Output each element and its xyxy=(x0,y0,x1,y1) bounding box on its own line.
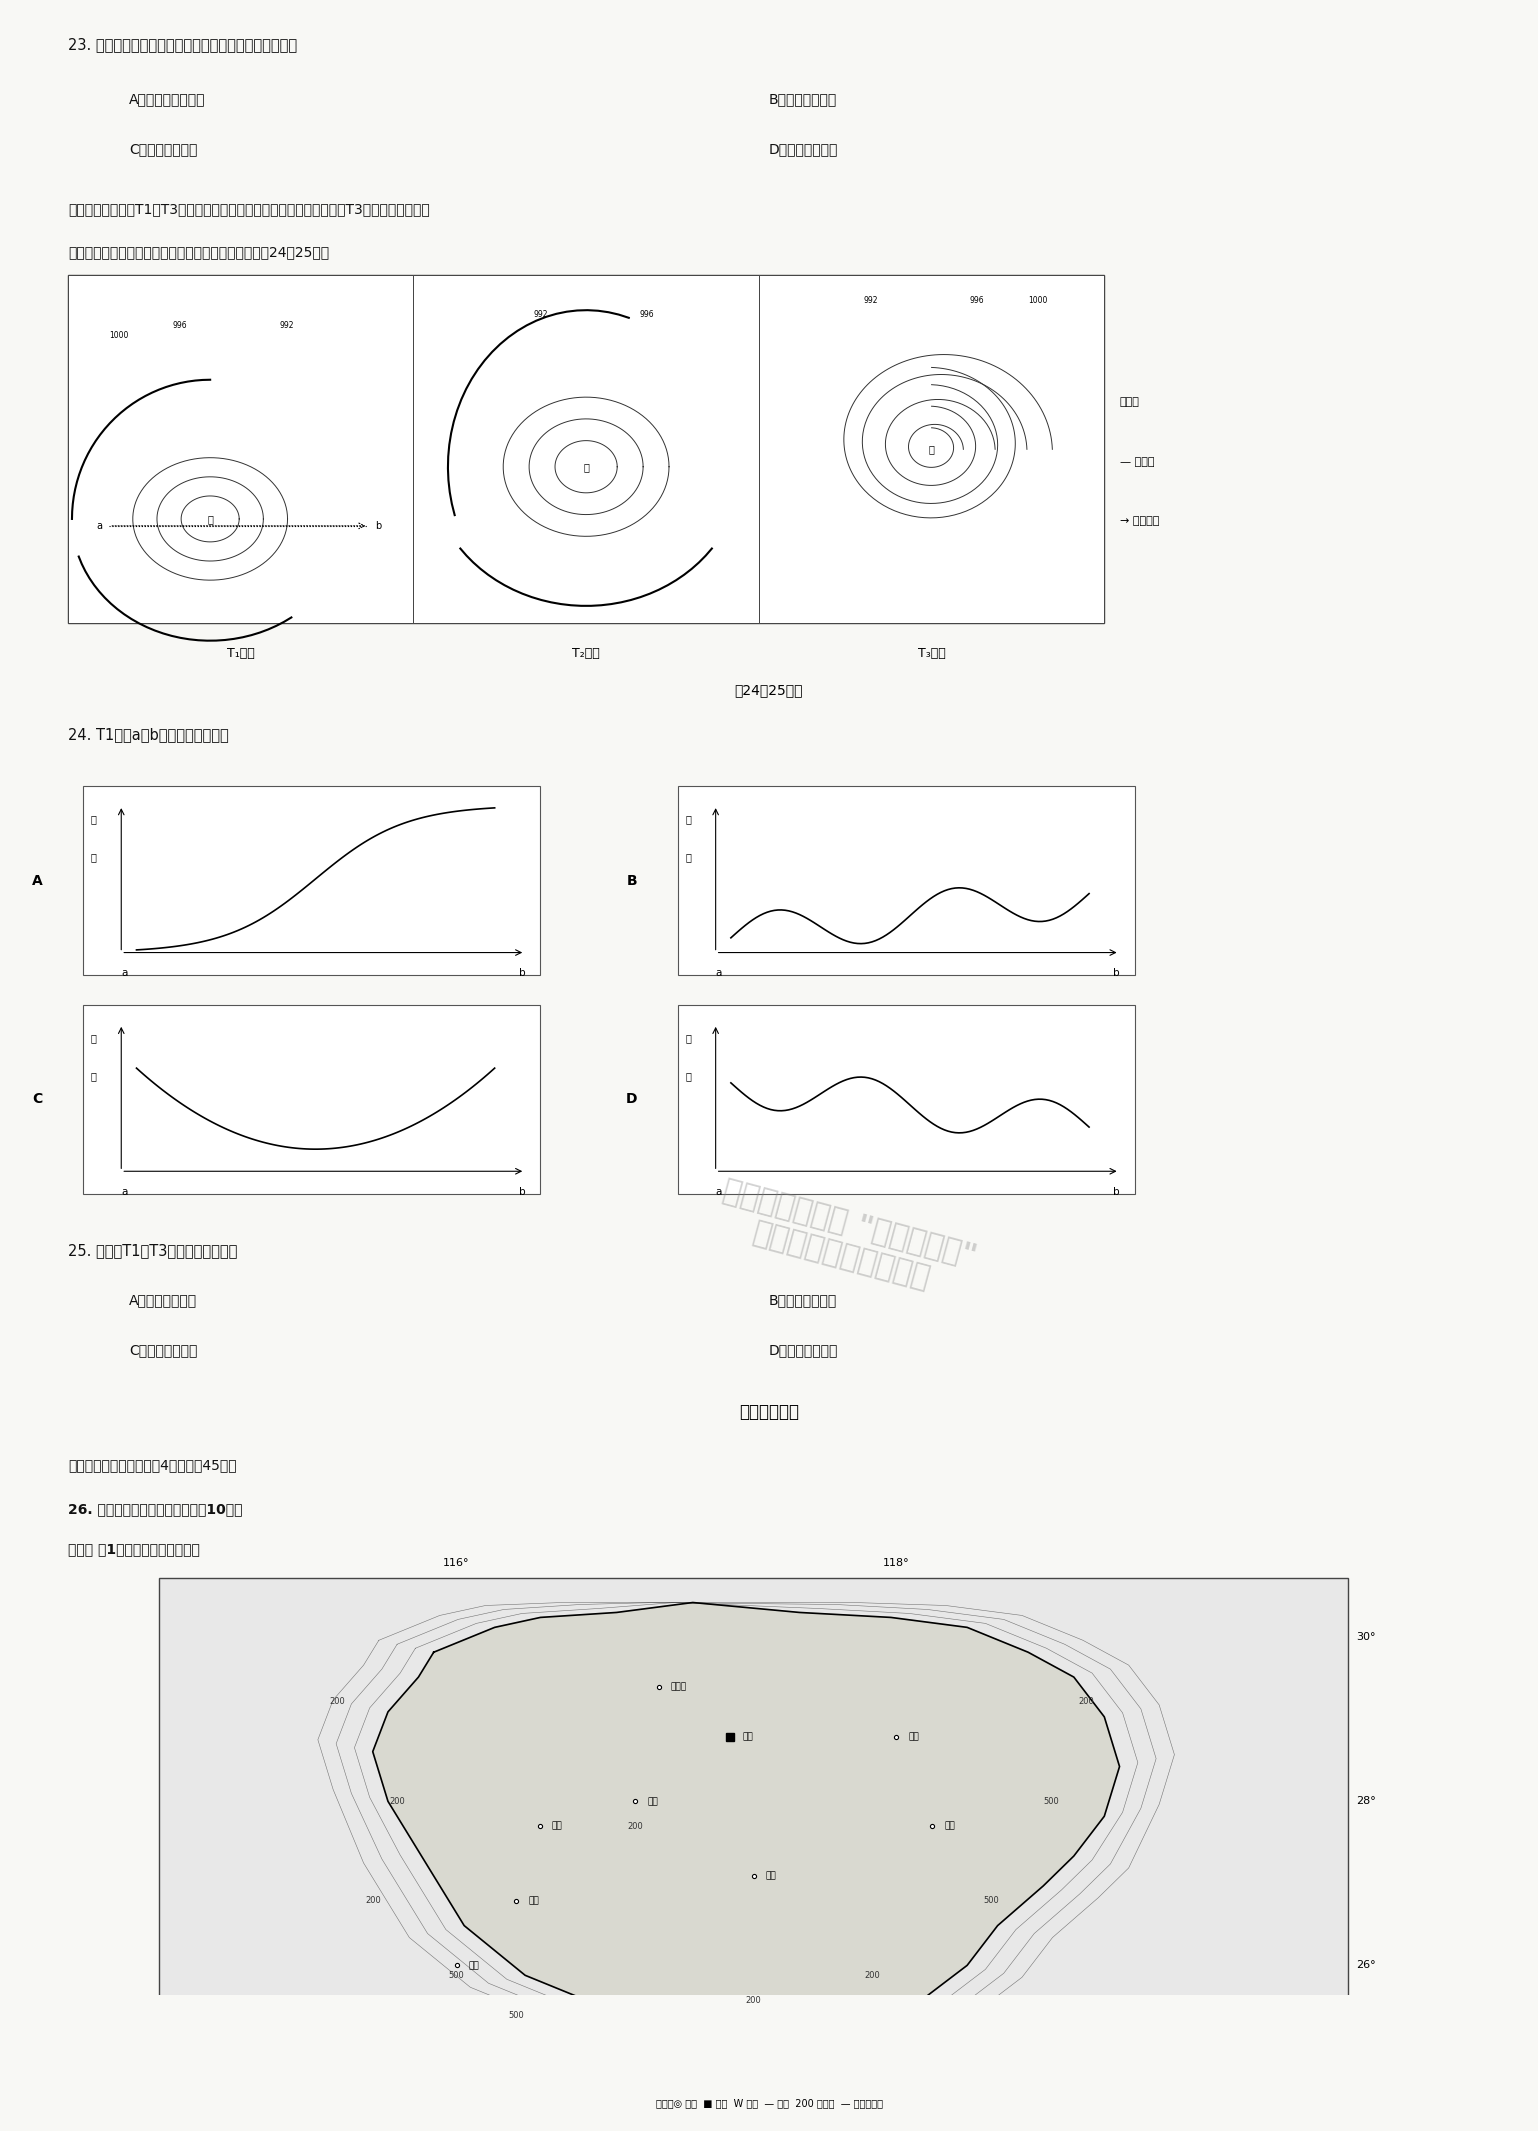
Bar xyxy=(160,1577,1349,2076)
Text: 200: 200 xyxy=(1078,1698,1095,1707)
Text: 氣: 氣 xyxy=(91,1034,97,1044)
Text: 氣: 氣 xyxy=(684,1034,691,1044)
Text: 23. 推測汕頭市興起我國第一家感光材料生產企業得益于: 23. 推測汕頭市興起我國第一家感光材料生產企業得益于 xyxy=(68,36,297,51)
Text: a: a xyxy=(122,1187,128,1198)
Text: 壓: 壓 xyxy=(684,1072,691,1080)
Text: 200: 200 xyxy=(746,1995,761,2005)
Text: 116°: 116° xyxy=(443,1558,469,1568)
Text: 200: 200 xyxy=(366,1897,381,1905)
Text: 1000: 1000 xyxy=(1029,296,1047,305)
Text: a: a xyxy=(715,967,721,978)
Text: b: b xyxy=(1114,1187,1120,1198)
Text: 吉安: 吉安 xyxy=(528,1897,538,1905)
Text: 200: 200 xyxy=(628,1822,643,1831)
Text: 500: 500 xyxy=(984,1897,1000,1905)
Bar xyxy=(68,275,1104,622)
Text: 1000: 1000 xyxy=(109,330,128,341)
Text: 996: 996 xyxy=(970,296,984,305)
Text: 南昌: 南昌 xyxy=(743,1733,754,1741)
Text: a: a xyxy=(122,967,128,978)
Text: 贛州: 贛州 xyxy=(469,1961,480,1969)
Text: a: a xyxy=(97,520,103,531)
Text: 圖例：◎ 城市  ■ 銅礦  W 鎢礦  — 省界  200 等高線  — 河流、湖泊: 圖例：◎ 城市 ■ 銅礦 W 鎢礦 — 省界 200 等高線 — 河流、湖泊 xyxy=(655,2099,883,2108)
Text: — 等壓線: — 等壓線 xyxy=(1120,456,1154,467)
Text: 撫州: 撫州 xyxy=(766,1871,777,1880)
Text: 非選擇題部分: 非選擇題部分 xyxy=(738,1402,800,1421)
Bar xyxy=(414,275,758,622)
Text: 200: 200 xyxy=(329,1698,346,1707)
Bar xyxy=(758,275,1104,622)
Text: → 氣窗方向: → 氣窗方向 xyxy=(1120,516,1160,526)
Text: 南昌: 南昌 xyxy=(647,1796,658,1805)
Text: 30°: 30° xyxy=(1357,1632,1375,1643)
Text: A: A xyxy=(32,874,43,889)
Text: D: D xyxy=(626,1093,638,1106)
Text: 26°: 26° xyxy=(1357,1961,1375,1971)
Text: b: b xyxy=(375,520,381,531)
Text: T₁時刻: T₁時刻 xyxy=(226,648,254,661)
Text: B．靠近發達地區: B．靠近發達地區 xyxy=(769,92,837,107)
Text: C．對外交流較早: C．對外交流較早 xyxy=(129,143,197,156)
Text: 500: 500 xyxy=(508,2010,524,2020)
Text: 200: 200 xyxy=(864,1971,881,1980)
Text: 24. T1時刻a、b間氣壓變化規律是: 24. T1時刻a、b間氣壓變化規律是 xyxy=(68,727,229,742)
Text: 200: 200 xyxy=(389,1796,404,1805)
Text: 低: 低 xyxy=(929,445,935,454)
Text: 鷹潭: 鷹潭 xyxy=(909,1733,920,1741)
Text: b: b xyxy=(518,967,524,978)
Text: 下圖為華北某區域T1到T3時刻氣旋周圍鋒面的分布與發展過程示意圖。T3時刻衛星云圖顯示: 下圖為華北某區域T1到T3時刻氣旋周圍鋒面的分布與發展過程示意圖。T3時刻衛星云… xyxy=(68,202,429,215)
Text: 996: 996 xyxy=(640,311,654,320)
Text: 宜春: 宜春 xyxy=(552,1822,563,1831)
Bar xyxy=(83,786,540,976)
Text: 992: 992 xyxy=(534,311,548,320)
Text: 壓: 壓 xyxy=(684,852,691,863)
Polygon shape xyxy=(372,1603,1120,2050)
Text: 氣: 氣 xyxy=(684,814,691,825)
Text: 996: 996 xyxy=(172,320,188,330)
Text: 該區域形成很厚的濃云，造成大范圍的雨雪天氣。完成24、25題。: 該區域形成很厚的濃云，造成大范圍的雨雪天氣。完成24、25題。 xyxy=(68,245,329,260)
Text: B．氣溫不斷升高: B．氣溫不斷升高 xyxy=(769,1294,837,1306)
Text: 25. 甲地從T1到T3時段的天氣現象是: 25. 甲地從T1到T3時段的天氣現象是 xyxy=(68,1245,237,1259)
Text: 低: 低 xyxy=(208,514,214,524)
Text: a: a xyxy=(715,1187,721,1198)
Bar xyxy=(678,786,1135,976)
Text: 壓: 壓 xyxy=(91,852,97,863)
Text: D．天氣終未晴朗: D．天氣終未晴朗 xyxy=(769,1343,838,1357)
Text: C: C xyxy=(32,1093,43,1106)
Text: 28°: 28° xyxy=(1357,1796,1375,1807)
Text: 26. 閱讀材料，完成下列問題。（10分）: 26. 閱讀材料，完成下列問題。（10分） xyxy=(68,1502,243,1515)
Text: 500: 500 xyxy=(449,1971,464,1980)
Text: T₃時刻: T₃時刻 xyxy=(918,648,946,661)
Text: 微信搜索小程序 "高考早知道"
第一時間獲取最新資料: 微信搜索小程序 "高考早知道" 第一時間獲取最新資料 xyxy=(711,1176,980,1304)
Text: 118°: 118° xyxy=(883,1558,910,1568)
Text: 992: 992 xyxy=(278,320,294,330)
Text: 景德鎮: 景德鎮 xyxy=(671,1683,687,1692)
Text: 圖例：: 圖例： xyxy=(1120,396,1140,407)
Text: 材料一 圖1是江西省區域地形圖。: 材料一 圖1是江西省區域地形圖。 xyxy=(68,1543,200,1556)
Text: D．科技水平領先: D．科技水平領先 xyxy=(769,143,838,156)
Text: 992: 992 xyxy=(863,296,878,305)
Text: 500: 500 xyxy=(1043,1796,1058,1805)
Text: T₂時刻: T₂時刻 xyxy=(572,648,600,661)
Bar xyxy=(68,275,414,622)
Text: 臨川: 臨川 xyxy=(944,1822,955,1831)
Text: 氣: 氣 xyxy=(91,814,97,825)
Text: A．氣壓不斷降低: A．氣壓不斷降低 xyxy=(129,1294,197,1306)
Bar xyxy=(678,1006,1135,1193)
Text: b: b xyxy=(518,1187,524,1198)
Text: 壓: 壓 xyxy=(91,1072,97,1080)
Text: 低: 低 xyxy=(583,462,589,471)
Bar xyxy=(83,1006,540,1193)
Text: A．化學工業基礎好: A．化學工業基礎好 xyxy=(129,92,206,107)
Text: C．風速一直減小: C．風速一直減小 xyxy=(129,1343,197,1357)
Text: 三、非選擇題（本大題共4小題，共45分）: 三、非選擇題（本大題共4小題，共45分） xyxy=(68,1458,237,1473)
Text: b: b xyxy=(1114,967,1120,978)
Text: B: B xyxy=(626,874,637,889)
Text: 第24、25題圖: 第24、25題圖 xyxy=(735,682,803,697)
